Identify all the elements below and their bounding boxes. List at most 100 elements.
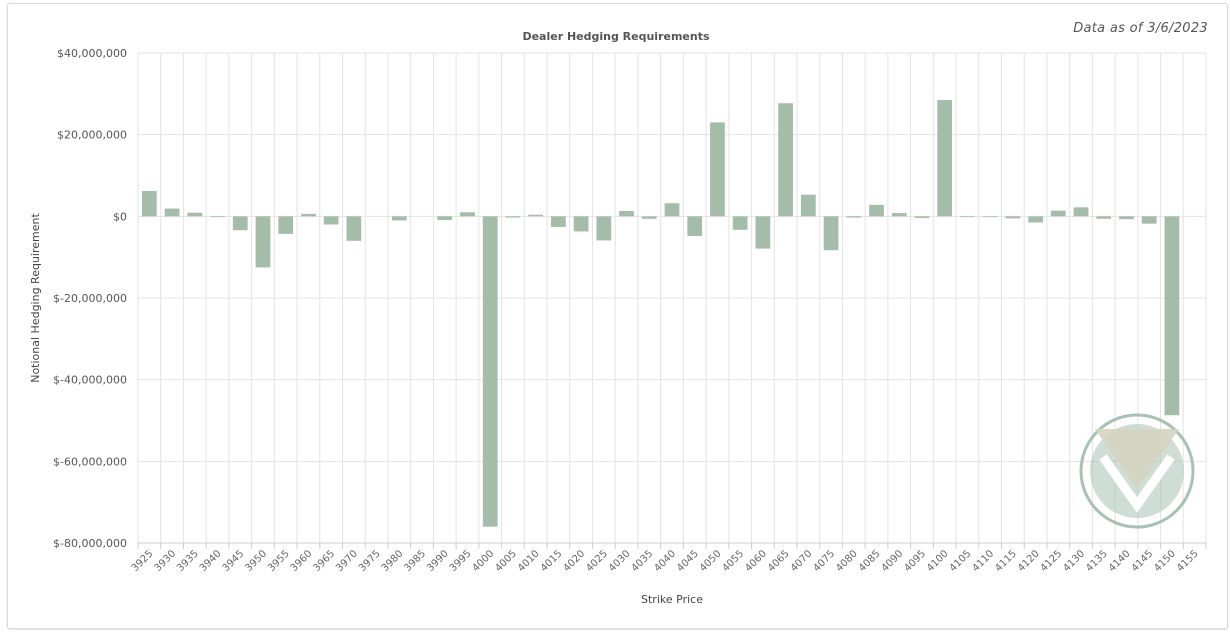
x-tick-label: 4150 [1152, 548, 1178, 574]
bar-4055 [732, 216, 748, 230]
x-tick-label: 3980 [380, 548, 406, 574]
x-tick-label: 4115 [993, 548, 1019, 574]
v-logo-icon [1079, 413, 1195, 529]
bar-3935 [187, 212, 203, 217]
x-tick-label: 3940 [198, 548, 224, 574]
x-tick-label: 4075 [811, 548, 837, 574]
bar-4000 [482, 216, 498, 527]
chart-title: Dealer Hedging Requirements [522, 30, 710, 43]
bar-4030 [619, 211, 634, 217]
x-tick-label: 4000 [471, 548, 497, 574]
bar-4135 [1096, 216, 1112, 219]
x-tick-label: 4080 [834, 548, 860, 574]
x-tick-label: 4005 [493, 548, 519, 574]
y-tick-labels: $40,000,000 $20,000,000 $0 $-20,000,000 $-40… [53, 47, 127, 550]
bar-3955 [278, 216, 294, 234]
bar-4040 [664, 203, 680, 217]
x-tick-label: 4130 [1061, 548, 1087, 574]
x-tick-label: 4035 [630, 548, 656, 574]
x-axis-label: Strike Price [641, 593, 703, 606]
bar-4150 [1164, 216, 1180, 416]
x-tick-label: 3985 [402, 548, 428, 574]
bar-4085 [869, 204, 884, 217]
x-tick-label: 4135 [1084, 548, 1110, 574]
x-tick-label: 4025 [584, 548, 610, 574]
y-tick-label: $-80,000,000 [53, 537, 127, 550]
x-tick-label: 3925 [130, 548, 156, 574]
bar-3960 [301, 213, 316, 217]
x-tick-label: 3950 [243, 548, 269, 574]
bar-3980 [391, 216, 407, 221]
bar-4045 [687, 216, 703, 236]
x-tick-label: 4050 [698, 548, 724, 574]
bars [142, 99, 1180, 527]
x-tick-label: 4020 [561, 548, 587, 574]
bar-3940 [210, 216, 225, 218]
y-tick-label: $40,000,000 [57, 47, 127, 60]
bar-4075 [823, 216, 839, 251]
data-as-of-label: Data as of 3/6/2023 [1073, 21, 1208, 36]
bar-4080 [846, 216, 862, 218]
x-tick-label: 4090 [880, 548, 906, 574]
x-tick-label: 3935 [175, 548, 201, 574]
x-tick-label: 4065 [766, 548, 792, 574]
x-tick-label: 3970 [334, 548, 360, 574]
bar-4110 [982, 216, 998, 218]
x-tick-label: 4145 [1130, 548, 1156, 574]
bar-3995 [460, 212, 475, 217]
bar-4010 [528, 214, 544, 217]
x-tick-label: 3930 [152, 548, 178, 574]
x-tick-label: 4125 [1039, 548, 1065, 574]
grid-lines [137, 52, 1207, 544]
x-tick-label: 3960 [289, 548, 315, 574]
bar-4065 [778, 103, 793, 217]
x-tick-label: 3990 [425, 548, 451, 574]
bar-4105 [960, 216, 975, 218]
bar-4125 [1050, 210, 1066, 217]
bar-3950 [255, 216, 271, 268]
bar-4035 [641, 216, 657, 219]
y-tick-label: $20,000,000 [57, 129, 127, 142]
x-tick-label: 3955 [266, 548, 292, 574]
x-tick-label: 4040 [652, 548, 678, 574]
x-tick-label: 3995 [448, 548, 474, 574]
y-tick-label: $-20,000,000 [53, 292, 127, 305]
x-tick-label: 4100 [925, 548, 951, 574]
x-tick-label: 4070 [789, 548, 815, 574]
x-tick-label: 4085 [857, 548, 883, 574]
bar-3965 [323, 216, 339, 225]
y-axis-label: Notional Hedging Requirement [29, 213, 42, 383]
bar-4060 [755, 216, 771, 249]
x-tick-label: 4120 [1016, 548, 1042, 574]
y-tick-label: $-60,000,000 [53, 455, 127, 468]
y-tick-label: $-40,000,000 [53, 374, 127, 387]
axes [137, 542, 1207, 549]
bar-3990 [437, 216, 453, 221]
bar-4145 [1141, 216, 1157, 224]
bar-3930 [164, 208, 180, 217]
bar-4120 [1028, 216, 1043, 223]
x-tick-labels: 3925393039353940394539503955396039653970… [130, 548, 1201, 574]
x-tick-label: 3975 [357, 548, 383, 574]
bar-4115 [1005, 216, 1021, 219]
x-tick-label: 3945 [221, 548, 247, 574]
bar-4130 [1073, 207, 1089, 217]
bar-4005 [505, 216, 521, 218]
x-tick-label: 4045 [675, 548, 701, 574]
x-tick-label: 4155 [1175, 548, 1201, 574]
bar-4050 [710, 122, 725, 217]
bar-4090 [891, 213, 907, 217]
x-tick-label: 4015 [539, 548, 565, 574]
x-tick-label: 4105 [948, 548, 974, 574]
bar-4025 [596, 216, 612, 241]
bar-3970 [346, 216, 362, 241]
y-tick-label: $0 [113, 210, 127, 223]
logo-v-mark [1099, 454, 1175, 513]
bar-3945 [232, 216, 248, 231]
x-tick-label: 4055 [721, 548, 747, 574]
x-tick-label: 4010 [516, 548, 542, 574]
x-tick-label: 4140 [1107, 548, 1133, 574]
bar-4020 [573, 216, 589, 232]
bar-4140 [1119, 216, 1134, 220]
